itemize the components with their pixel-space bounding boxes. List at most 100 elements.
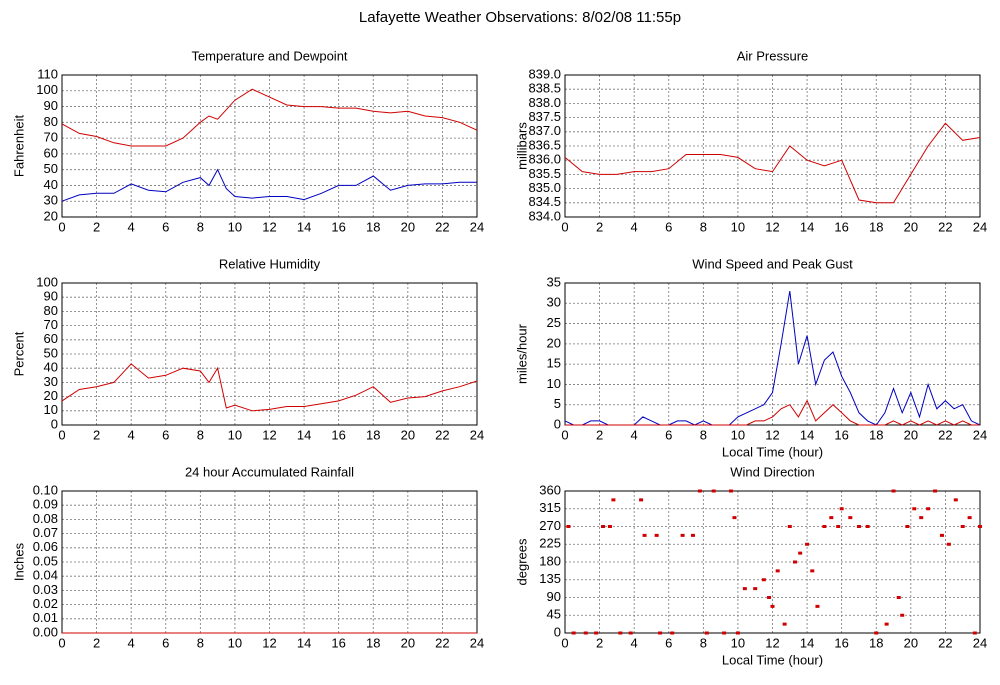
point [912, 507, 917, 511]
point [891, 489, 896, 493]
y-tick-label: 0.09 [33, 497, 58, 512]
point [810, 569, 815, 573]
point [839, 507, 844, 511]
x-tick-label: 4 [631, 219, 638, 234]
point [874, 631, 879, 635]
y-tick-label: 180 [539, 553, 561, 568]
point [594, 631, 599, 635]
point [711, 489, 716, 493]
x-tick-label: 0 [58, 635, 65, 650]
y-axis-label: miles/hour [514, 323, 529, 384]
point [611, 498, 616, 502]
y-tick-label: 45 [547, 607, 561, 622]
point [953, 498, 958, 502]
x-tick-label: 12 [765, 219, 779, 234]
point [967, 516, 972, 520]
x-tick-label: 2 [93, 635, 100, 650]
x-tick-label: 22 [938, 427, 952, 442]
x-tick-label: 12 [262, 427, 276, 442]
point [654, 533, 659, 537]
x-tick-label: 14 [800, 635, 814, 650]
point [729, 489, 733, 493]
point [761, 578, 766, 582]
point [884, 622, 889, 626]
point [732, 516, 737, 520]
y-tick-label: 839.0 [528, 66, 561, 81]
y-tick-label: 90 [44, 98, 58, 113]
y-axis-label: Fahrenheit [11, 115, 26, 178]
panel-title: Wind Direction [730, 464, 815, 479]
point [697, 489, 702, 493]
x-tick-label: 8 [700, 219, 707, 234]
x-tick-label: 20 [401, 219, 415, 234]
x-axis-label: Local Time (hour) [722, 444, 823, 459]
series-line [564, 122, 981, 204]
x-tick-label: 10 [731, 219, 745, 234]
x-tick-label: 10 [228, 635, 242, 650]
x-tick-label: 22 [938, 635, 952, 650]
x-tick-label: 8 [700, 635, 707, 650]
page-title: Lafayette Weather Observations: 8/02/08 … [359, 9, 681, 26]
y-tick-label: 0.02 [33, 596, 58, 611]
point [798, 551, 803, 555]
point [742, 587, 747, 591]
y-tick-label: 30 [44, 374, 58, 389]
point [919, 516, 924, 520]
x-tick-label: 0 [561, 427, 568, 442]
x-tick-label: 24 [973, 219, 987, 234]
x-tick-label: 16 [834, 635, 848, 650]
x-tick-label: 24 [470, 635, 484, 650]
series-line [61, 88, 478, 147]
y-tick-label: 0.06 [33, 539, 58, 554]
point [566, 525, 571, 528]
y-axis-label: millibars [514, 122, 529, 170]
panel-title: 24 hour Accumulated Rainfall [185, 464, 354, 479]
point [792, 560, 797, 564]
x-tick-label: 10 [731, 427, 745, 442]
series-line [565, 399, 980, 426]
point [642, 533, 647, 537]
x-tick-label: 22 [938, 219, 952, 234]
x-tick-label: 20 [401, 427, 415, 442]
y-tick-label: 0.05 [33, 553, 58, 568]
x-tick-label: 14 [297, 219, 311, 234]
x-tick-label: 12 [765, 635, 779, 650]
x-tick-label: 18 [869, 427, 883, 442]
x-tick-label: 16 [331, 635, 345, 650]
plot-frame [564, 490, 981, 634]
y-tick-label: 30 [547, 295, 561, 310]
plot-frame [61, 74, 478, 218]
point [939, 533, 944, 537]
y-tick-label: 135 [539, 571, 561, 586]
y-tick-label: 0 [51, 416, 58, 431]
x-tick-label: 18 [366, 219, 380, 234]
point [865, 525, 870, 528]
point [767, 596, 772, 599]
x-tick-label: 12 [262, 219, 276, 234]
x-tick-label: 6 [665, 219, 672, 234]
x-tick-label: 22 [435, 427, 449, 442]
panel-title: Air Pressure [737, 48, 809, 63]
x-tick-label: 14 [800, 219, 814, 234]
point [607, 525, 612, 528]
x-axis-label: Local Time (hour) [722, 652, 823, 667]
x-tick-label: 2 [596, 427, 603, 442]
y-tick-label: 35 [547, 274, 561, 289]
y-tick-label: 70 [44, 130, 58, 145]
x-tick-label: 6 [665, 635, 672, 650]
y-tick-label: 50 [44, 345, 58, 360]
y-tick-label: 60 [44, 331, 58, 346]
x-tick-label: 14 [297, 635, 311, 650]
x-tick-label: 4 [128, 219, 135, 234]
point [722, 631, 727, 635]
x-tick-label: 4 [128, 427, 135, 442]
series-line [61, 168, 477, 202]
point [900, 613, 905, 617]
x-tick-label: 6 [162, 427, 169, 442]
x-tick-label: 6 [162, 635, 169, 650]
y-tick-label: 0.00 [33, 624, 58, 639]
x-tick-label: 24 [470, 219, 484, 234]
point [978, 525, 982, 528]
y-tick-label: 70 [44, 317, 58, 332]
x-tick-label: 16 [834, 219, 848, 234]
